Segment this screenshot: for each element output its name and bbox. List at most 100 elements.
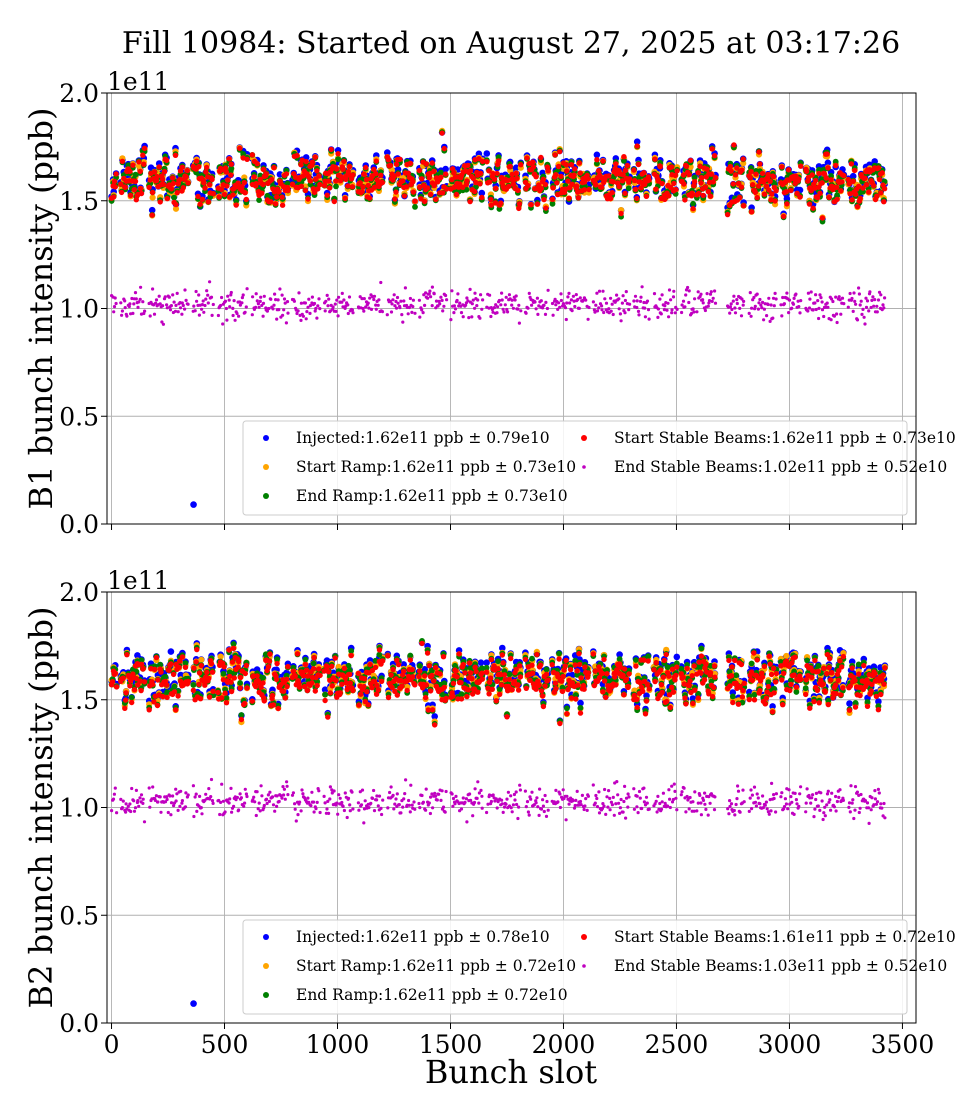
- point-end-stable: [703, 308, 708, 313]
- point-end-stable: [687, 300, 691, 305]
- point-end-stable: [556, 307, 560, 311]
- point-end-stable: [151, 785, 155, 789]
- point-end-stable: [363, 799, 367, 803]
- point-start-stable: [634, 143, 640, 149]
- point-end-stable: [859, 299, 863, 303]
- point-end-stable: [871, 295, 875, 299]
- point-end-stable: [527, 291, 531, 295]
- point-end-stable: [602, 310, 606, 315]
- point-end-stable: [757, 301, 761, 305]
- point-end-stable: [337, 793, 341, 797]
- point-end-stable: [728, 311, 732, 315]
- point-start-stable: [712, 174, 719, 181]
- point-end-stable: [509, 806, 513, 810]
- point-start-stable: [132, 178, 139, 184]
- point-end-stable: [192, 814, 196, 819]
- point-end-stable: [361, 306, 365, 311]
- point-end-stable: [430, 304, 434, 308]
- point-start-stable: [156, 164, 162, 170]
- point-start-stable: [876, 176, 883, 183]
- point-end-stable: [228, 797, 232, 801]
- point-end-stable: [698, 793, 702, 798]
- point-start-stable: [711, 153, 718, 159]
- point-end-stable: [444, 789, 448, 794]
- point-end-stable: [666, 804, 670, 808]
- point-end-stable: [671, 295, 676, 299]
- point-end-stable: [768, 319, 772, 323]
- point-end-ramp: [690, 200, 696, 207]
- point-end-stable: [863, 322, 867, 326]
- point-end-stable: [428, 289, 432, 293]
- point-end-stable: [259, 784, 263, 788]
- point-end-stable: [306, 305, 310, 309]
- point-start-stable: [112, 184, 118, 190]
- point-end-stable: [835, 320, 839, 325]
- point-start-stable: [730, 181, 736, 187]
- point-end-stable: [735, 301, 739, 306]
- point-end-stable: [327, 297, 331, 301]
- point-start-stable: [305, 196, 311, 202]
- point-start-stable: [307, 178, 314, 184]
- point-start-stable: [421, 198, 428, 205]
- point-end-stable: [130, 786, 134, 791]
- point-end-stable: [859, 792, 863, 797]
- point-end-stable: [323, 801, 327, 805]
- point-end-stable: [194, 792, 198, 796]
- point-end-stable: [494, 303, 498, 307]
- point-end-stable: [517, 321, 522, 325]
- point-start-stable: [477, 181, 483, 187]
- point-start-stable: [151, 169, 158, 175]
- point-end-stable: [747, 809, 751, 814]
- point-end-stable: [480, 806, 484, 810]
- point-start-stable: [346, 163, 353, 170]
- point-end-stable: [771, 316, 775, 320]
- point-end-stable: [541, 804, 546, 808]
- point-end-stable: [518, 783, 522, 787]
- point-start-stable: [534, 201, 541, 207]
- point-end-stable: [834, 794, 838, 799]
- point-end-stable: [318, 810, 322, 815]
- point-end-stable: [748, 291, 752, 295]
- point-start-stable: [857, 195, 863, 202]
- point-end-stable: [450, 792, 454, 796]
- point-start-stable: [260, 181, 266, 188]
- point-end-stable: [379, 806, 383, 811]
- point-end-stable: [375, 798, 379, 802]
- point-end-stable: [860, 312, 864, 316]
- point-end-stable: [139, 793, 144, 797]
- point-start-stable: [314, 168, 320, 174]
- point-start-stable: [465, 162, 471, 169]
- point-start-stable: [193, 158, 200, 164]
- point-end-stable: [530, 303, 534, 307]
- point-end-stable: [124, 802, 128, 806]
- point-start-stable: [392, 196, 398, 202]
- point-start-stable: [734, 165, 740, 171]
- point-end-stable: [142, 311, 146, 316]
- point-start-stable: [538, 154, 544, 161]
- point-start-stable: [149, 212, 155, 218]
- point-end-stable: [573, 304, 577, 309]
- point-end-stable: [470, 315, 474, 319]
- point-end-stable: [262, 294, 266, 298]
- point-end-stable: [160, 320, 164, 324]
- point-start-stable: [349, 184, 356, 190]
- point-end-stable: [850, 801, 854, 805]
- point-end-stable: [642, 800, 647, 804]
- point-start-stable: [755, 183, 762, 189]
- point-start-stable: [681, 181, 687, 187]
- point-start-stable: [205, 199, 211, 205]
- point-end-stable: [359, 803, 364, 807]
- point-start-stable: [197, 201, 203, 207]
- point-end-stable: [818, 293, 822, 297]
- point-end-stable: [701, 301, 705, 305]
- point-end-stable: [171, 293, 175, 297]
- point-end-stable: [191, 784, 195, 788]
- point-outlier: [190, 501, 197, 508]
- point-start-stable: [538, 185, 544, 192]
- point-end-stable: [137, 804, 141, 808]
- point-start-stable: [340, 166, 346, 172]
- point-end-stable: [691, 307, 695, 311]
- point-start-stable: [849, 197, 855, 203]
- point-end-stable: [814, 307, 818, 312]
- point-start-stable: [850, 178, 856, 184]
